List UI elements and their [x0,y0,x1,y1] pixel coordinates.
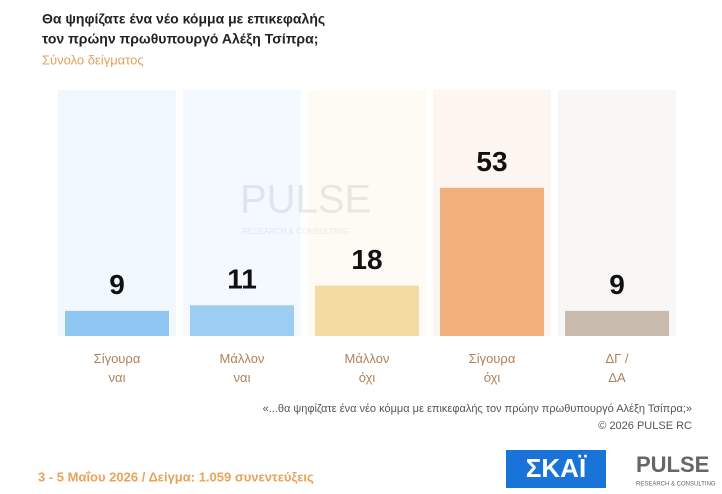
bar [440,187,544,336]
label-line: ΔΓ / [605,351,628,366]
note: «...θα ψηφίζατε ένα νέο κόμμα με επικεφα… [263,403,692,415]
bar [315,285,419,336]
label-line: ναι [109,370,126,385]
chart-subtitle: Σύνολο δείγματος [42,52,144,67]
x-tick-label: Μάλλον ναι [220,351,265,385]
x-tick-label: Μάλλον όχι [345,351,390,385]
skai-logo-box [506,450,606,488]
copyright: © 2026 PULSE RC [598,420,692,432]
watermark-text: PULSE [240,178,371,222]
skai-logo: ΣΚΑΪ [526,453,587,483]
footer: 3 - 5 Μαΐου 2026 / Δείγμα: 1.059 συνεντε… [38,469,314,484]
chart-title: τον πρώην πρωθυπουργό Αλέξη Τσίπρα; [42,31,318,47]
column-panel [58,90,176,336]
value-label: 11 [227,264,257,295]
value-label: 9 [609,269,625,300]
value-label: 9 [109,269,125,300]
label-line: όχι [484,370,501,385]
bar [65,310,169,336]
column-panel [558,90,676,336]
pulse-logo: PULSE [636,452,709,477]
value-label: 53 [476,146,507,177]
label-line: Σίγουρα [469,351,516,366]
watermark: PULSE RESEARCH & CONSULTING [240,178,371,237]
x-tick-label: Σίγουρα ναι [94,351,141,385]
label-line: Σίγουρα [94,351,141,366]
label-line: Μάλλον [345,351,390,366]
value-label: 18 [351,244,382,275]
bar [190,305,294,336]
pulse-tagline: RESEARCH & CONSULTING [636,482,716,488]
label-line: όχι [359,370,376,385]
column-panel [183,90,301,336]
x-tick-label: Σίγουρα όχι [469,351,516,385]
chart-title: Θα ψηφίζατε ένα νέο κόμμα με επικεφαλής [42,11,325,27]
label-line: ΔΑ [608,370,626,385]
x-tick-label: ΔΓ / ΔΑ [605,351,628,385]
bar [565,310,669,336]
label-line: Μάλλον [220,351,265,366]
watermark-tagline: RESEARCH & CONSULTING [242,227,348,236]
label-line: ναι [234,370,251,385]
